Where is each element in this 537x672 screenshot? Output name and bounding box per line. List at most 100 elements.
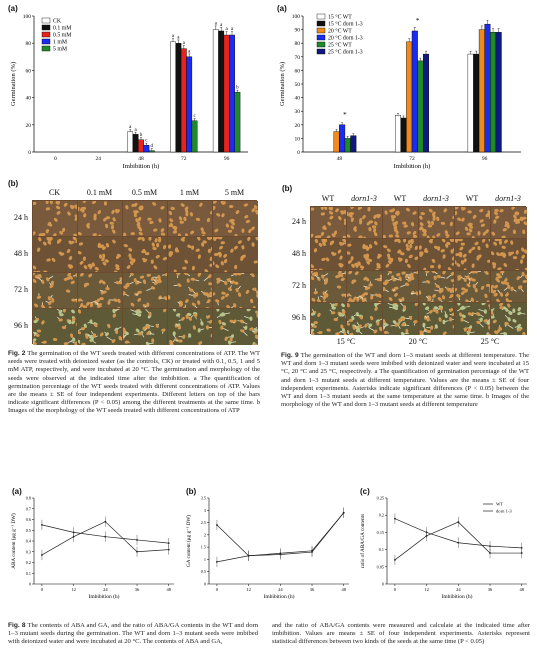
bar <box>478 29 485 153</box>
data-point <box>457 541 460 544</box>
legend-label: 20 °C dorn 1-3 <box>328 35 363 42</box>
photo-row-label: 48 h <box>292 249 306 258</box>
bar <box>218 30 225 153</box>
x-tick-label: 48 <box>337 156 343 162</box>
seed-photo-cell <box>454 206 491 239</box>
seed-photo-cell <box>77 236 123 273</box>
legend-swatch <box>316 27 326 34</box>
seed-photo-cell <box>418 270 455 303</box>
fig2-caption: Fig. 2 The germination of the WT seeds t… <box>8 350 260 416</box>
seed-photo-image <box>168 237 213 273</box>
seed-photo-cell <box>454 302 491 335</box>
bar <box>490 32 497 153</box>
y-tick-label: 60 <box>295 68 301 74</box>
data-point <box>394 517 396 520</box>
photo-row-label: 24 h <box>14 213 28 222</box>
y-tick-label: 0.1 <box>26 571 31 576</box>
x-axis-label: Imbibition (h) <box>394 163 431 170</box>
x-tick-label: 12 <box>246 587 251 592</box>
legend-swatch <box>316 34 326 41</box>
seed-photo-cell <box>167 236 213 273</box>
seed-photo-image <box>419 207 455 239</box>
legend-label: dorn 1-3 <box>496 509 512 514</box>
y-tick-label: 0.2 <box>379 513 384 518</box>
x-tick-label: 0 <box>216 587 219 592</box>
y-axis-label: ABA content (μg g⁻¹ DW) <box>10 513 17 569</box>
seed-photo-cell <box>310 302 347 335</box>
y-tick-label: 0 <box>382 582 384 587</box>
seed-photo-cell <box>490 206 527 239</box>
data-point <box>167 548 170 551</box>
y-tick-label: 0.25 <box>377 496 384 501</box>
seed-photo-image <box>455 207 491 239</box>
seed-photo-image <box>123 201 168 237</box>
legend-swatch <box>41 17 51 24</box>
photo-row-label: 72 h <box>14 285 28 294</box>
data-point <box>72 535 75 538</box>
x-tick-label: 96 <box>224 156 230 162</box>
bar <box>339 124 346 153</box>
seed-photo-cell <box>122 200 168 237</box>
y-tick-label: 0.8 <box>26 496 31 501</box>
bar <box>138 139 144 153</box>
fig8b-line-chart: 0 0.5 1 1.5 2 2.5 3 3.5 0 12 24 36 48 GA content (μg … <box>185 496 349 600</box>
bar <box>148 150 155 153</box>
bar <box>406 41 413 153</box>
bar <box>175 43 182 153</box>
bar <box>473 53 480 153</box>
seed-photo-image <box>455 239 491 271</box>
data-point <box>489 545 491 548</box>
photo-column-label: dorn1-3 <box>423 194 449 203</box>
fig2-panel-a-label: (a) <box>8 4 18 13</box>
data-point <box>247 554 250 557</box>
seed-photo-cell <box>346 238 383 271</box>
seed-photo-image <box>491 207 527 239</box>
seed-photo-cell <box>490 270 527 303</box>
seed-photo-image <box>213 273 258 309</box>
data-point <box>394 559 396 561</box>
seed-photo-image <box>419 239 455 271</box>
photo-column-label: WT <box>393 194 407 203</box>
bar <box>350 135 357 153</box>
bar <box>484 23 491 153</box>
bar <box>143 144 150 153</box>
seed-photo-image <box>123 309 168 345</box>
temperature-label: 15 °C <box>336 337 356 346</box>
fig9a-bar-chart: 0 10 20 30 40 50 60 70 80 90 100 Germination (%) Imb… <box>279 14 521 170</box>
fig2-caption-text: The germination of the WT seeds treated … <box>8 350 261 415</box>
bar <box>422 53 429 153</box>
legend-label: 5 mM <box>53 47 67 53</box>
significance-letter: b <box>140 133 143 138</box>
y-tick-label: 0.3 <box>26 549 31 554</box>
fig8-caption-right: and the ratio of ABA/GA contents were me… <box>272 622 530 647</box>
photo-row-label: 48 h <box>14 249 28 258</box>
legend-label: 0.1 mM <box>53 26 71 32</box>
x-tick-label: 24 <box>95 156 101 162</box>
y-tick-label: 1.5 <box>201 545 206 550</box>
data-point <box>136 550 138 553</box>
y-tick-label: 50 <box>295 82 301 88</box>
fig9b-photo-grid: WT dorn1-3 WT dorn1-3 WT dorn1-3 24 h 48 h 72 h 9… <box>282 184 532 346</box>
significance-letter: a <box>134 128 137 133</box>
fig2a-bar-chart: 0 20 40 60 80 100 Germination (%) Imbibition (h… <box>10 14 248 170</box>
seed-photo-image <box>33 237 78 273</box>
y-tick-label: 0.6 <box>26 517 31 522</box>
bar <box>467 53 474 153</box>
fig8-panel-a-label: (a) <box>12 487 22 496</box>
seed-photo-cell <box>77 272 123 309</box>
seed-photo-image <box>213 237 258 273</box>
x-tick-label: 48 <box>138 156 144 162</box>
legend-label: 0.5 mM <box>53 33 71 39</box>
seed-photo-image <box>419 271 455 303</box>
temperature-label: 20 °C <box>408 337 428 346</box>
legend-swatch <box>41 31 51 38</box>
legend-swatch <box>41 24 51 31</box>
legend-label: WT <box>496 502 503 507</box>
data-point <box>457 521 460 523</box>
legend-label: CK <box>53 19 62 25</box>
bar <box>229 34 235 153</box>
bar <box>186 56 193 153</box>
seed-photo-image <box>347 271 383 303</box>
y-tick-label: 0.4 <box>26 539 32 544</box>
temperature-label: 25 °C <box>480 337 500 346</box>
